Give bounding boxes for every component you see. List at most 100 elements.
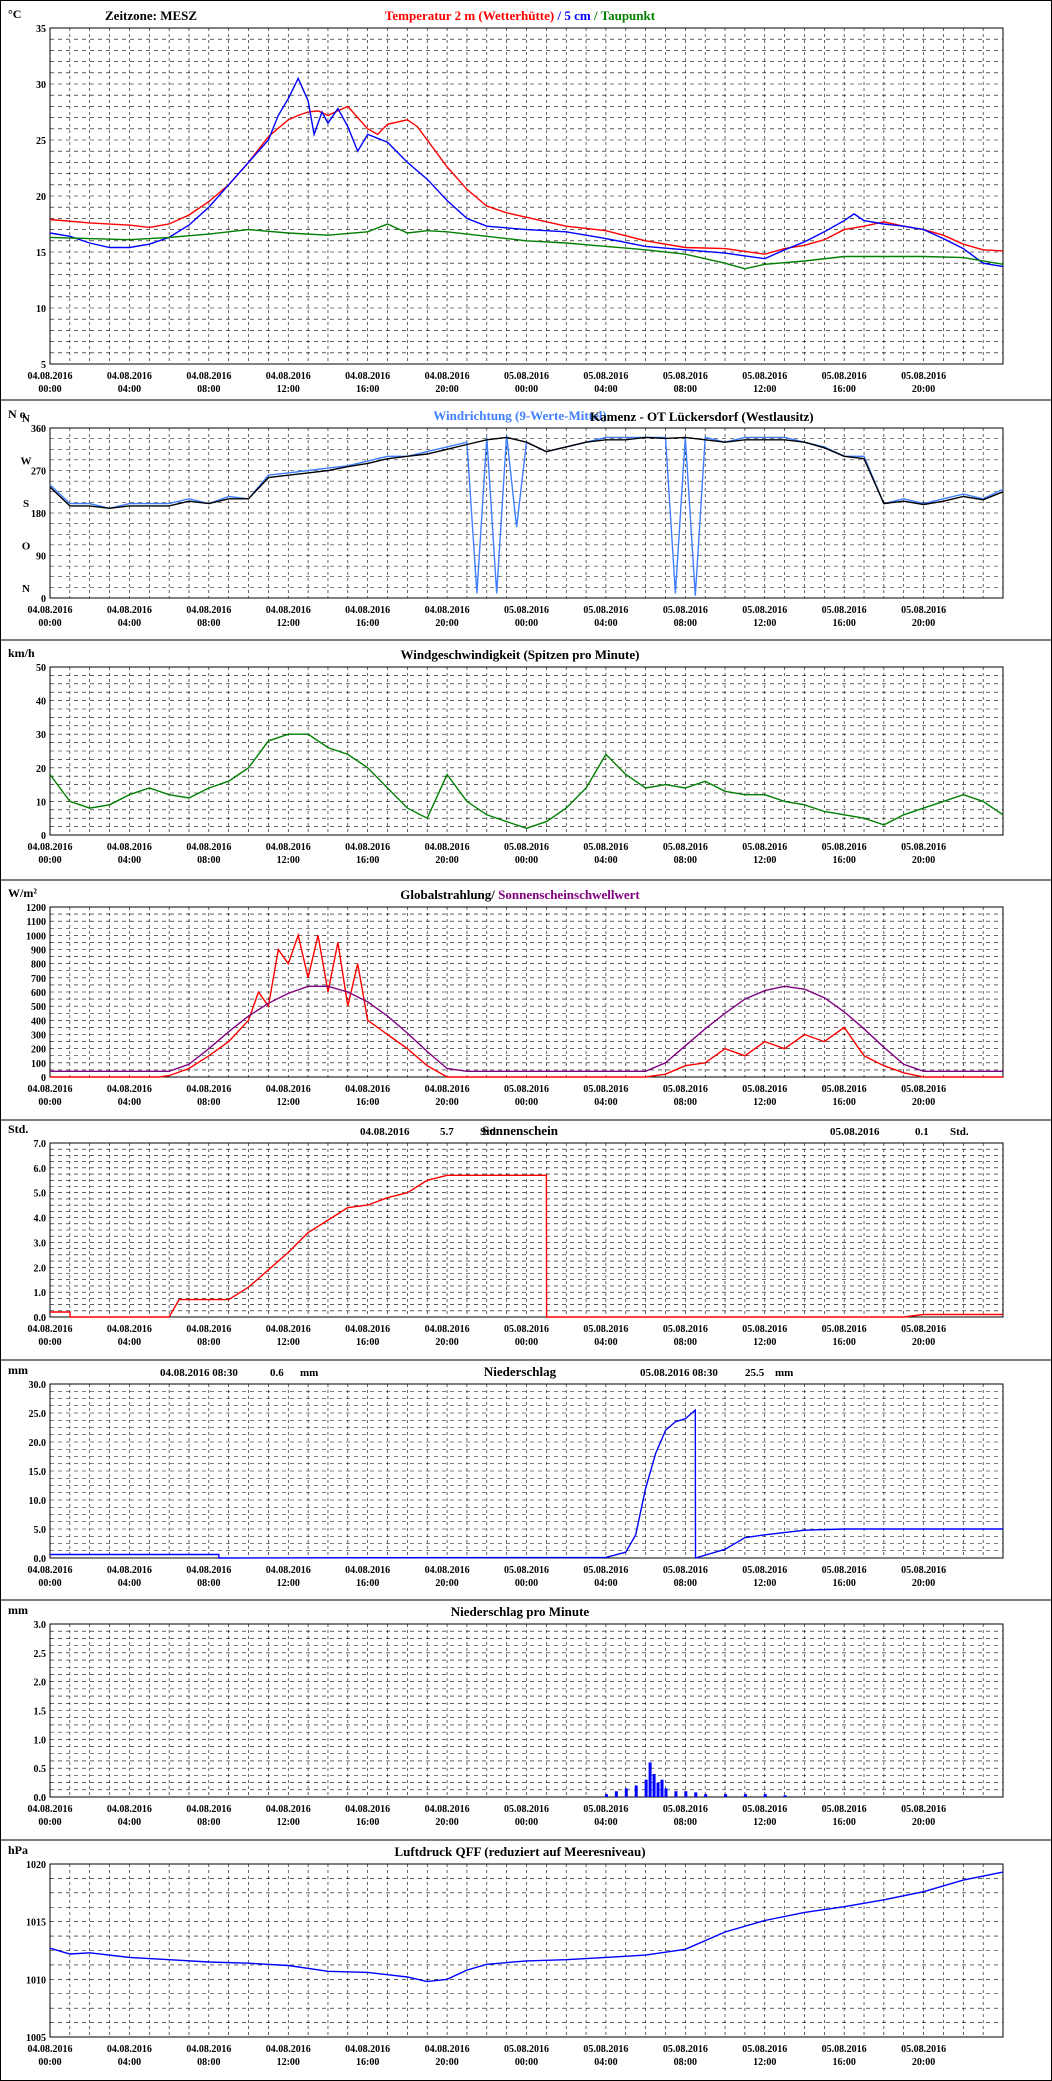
x-tick-time: 04:00 bbox=[118, 618, 141, 629]
x-tick-date: 04.08.2016 bbox=[28, 1804, 73, 1815]
x-tick-date: 04.08.2016 bbox=[28, 605, 73, 616]
x-tick-time: 08:00 bbox=[197, 1578, 220, 1589]
x-tick-time: 00:00 bbox=[38, 1337, 61, 1348]
x-tick-date: 04.08.2016 bbox=[345, 371, 390, 382]
chart-title-part: / bbox=[490, 887, 498, 902]
x-tick-date: 04.08.2016 bbox=[107, 842, 152, 853]
x-tick-date: 05.08.2016 bbox=[822, 842, 867, 853]
x-tick-time: 04:00 bbox=[594, 1337, 617, 1348]
bar bbox=[624, 1788, 628, 1797]
bar bbox=[652, 1773, 656, 1797]
y-tick-label: 4.0 bbox=[34, 1214, 47, 1225]
x-tick-date: 04.08.2016 bbox=[425, 371, 470, 382]
x-tick-time: 16:00 bbox=[832, 1578, 855, 1589]
chart-panel-1: 5 10 15 20 25 30 35 °C 04.08.2016 00:00 04.08.2016… bbox=[8, 7, 1004, 395]
chart-title: Niederschlag pro Minute bbox=[451, 1604, 590, 1619]
x-tick-time: 20:00 bbox=[912, 855, 935, 866]
x-tick-time: 16:00 bbox=[832, 1337, 855, 1348]
x-tick-date: 04.08.2016 bbox=[345, 842, 390, 853]
x-tick-date: 05.08.2016 bbox=[901, 1565, 946, 1576]
x-tick-time: 20:00 bbox=[435, 1578, 458, 1589]
x-tick-date: 04.08.2016 bbox=[28, 2044, 73, 2055]
x-tick-time: 16:00 bbox=[356, 618, 379, 629]
x-tick-time: 16:00 bbox=[832, 618, 855, 629]
x-tick-time: 00:00 bbox=[515, 1097, 538, 1108]
x-tick-date: 05.08.2016 bbox=[901, 605, 946, 616]
x-tick-time: 16:00 bbox=[356, 1578, 379, 1589]
y-tick-label: 40 bbox=[36, 697, 46, 708]
chart-title-part: Windgeschwindigkeit (Spitzen pro Minute) bbox=[401, 647, 640, 662]
x-tick-time: 16:00 bbox=[356, 855, 379, 866]
x-tick-date: 05.08.2016 bbox=[742, 1324, 787, 1335]
compass-label: O bbox=[22, 541, 31, 553]
x-tick-date: 05.08.2016 bbox=[901, 1804, 946, 1815]
x-tick-time: 08:00 bbox=[197, 855, 220, 866]
y-tick-label: 50 bbox=[36, 663, 46, 674]
y-tick-label: 1.5 bbox=[34, 1707, 47, 1718]
x-tick-date: 04.08.2016 bbox=[345, 2044, 390, 2055]
x-tick-time: 04:00 bbox=[594, 384, 617, 395]
x-tick-date: 05.08.2016 bbox=[663, 1804, 708, 1815]
y-unit-label: Std. bbox=[8, 1122, 28, 1136]
bar bbox=[664, 1788, 668, 1797]
y-tick-label: 1.0 bbox=[34, 1288, 47, 1299]
x-tick-date: 05.08.2016 bbox=[822, 1565, 867, 1576]
x-tick-time: 04:00 bbox=[594, 1817, 617, 1828]
x-tick-time: 12:00 bbox=[753, 618, 776, 629]
chart-title-part: Globalstrahlung bbox=[400, 887, 492, 902]
annotation-unit: Std. bbox=[950, 1126, 969, 1138]
x-tick-time: 00:00 bbox=[38, 1578, 61, 1589]
plot-frame bbox=[49, 1863, 1004, 2038]
bar bbox=[660, 1779, 664, 1797]
x-tick-date: 04.08.2016 bbox=[266, 842, 311, 853]
x-tick-time: 20:00 bbox=[435, 1817, 458, 1828]
y-tick-label: 600 bbox=[31, 988, 46, 999]
compass-label: N bbox=[22, 413, 30, 425]
x-tick-time: 00:00 bbox=[515, 384, 538, 395]
x-tick-time: 20:00 bbox=[435, 2057, 458, 2068]
x-tick-date: 04.08.2016 bbox=[107, 1084, 152, 1095]
x-tick-time: 16:00 bbox=[832, 855, 855, 866]
x-tick-date: 04.08.2016 bbox=[186, 371, 231, 382]
x-tick-time: 04:00 bbox=[118, 2057, 141, 2068]
x-tick-date: 04.08.2016 bbox=[28, 371, 73, 382]
x-tick-time: 20:00 bbox=[912, 384, 935, 395]
x-tick-time: 04:00 bbox=[594, 1578, 617, 1589]
x-tick-date: 04.08.2016 bbox=[28, 1324, 73, 1335]
x-tick-time: 04:00 bbox=[118, 384, 141, 395]
x-tick-time: 00:00 bbox=[38, 1097, 61, 1108]
x-tick-date: 04.08.2016 bbox=[266, 371, 311, 382]
chart-title-part: Niederschlag bbox=[484, 1364, 557, 1379]
plot-frame bbox=[49, 27, 1004, 365]
y-tick-label: 700 bbox=[31, 974, 46, 985]
chart-title: Luftdruck QFF (reduziert auf Meeresnivea… bbox=[394, 1844, 645, 1859]
x-tick-date: 05.08.2016 bbox=[901, 1324, 946, 1335]
y-tick-label: 5.0 bbox=[34, 1189, 47, 1200]
annotation-date: 05.08.2016 bbox=[830, 1126, 880, 1138]
x-tick-date: 04.08.2016 bbox=[345, 1804, 390, 1815]
y-tick-label: 5.0 bbox=[34, 1525, 47, 1536]
y-tick-label: 5 bbox=[41, 360, 46, 371]
x-tick-time: 00:00 bbox=[38, 855, 61, 866]
series-line bbox=[49, 1871, 1004, 1983]
x-tick-time: 12:00 bbox=[277, 618, 300, 629]
x-tick-time: 16:00 bbox=[832, 1097, 855, 1108]
x-tick-time: 04:00 bbox=[594, 1097, 617, 1108]
bar bbox=[763, 1794, 767, 1797]
series-line bbox=[49, 733, 1004, 830]
x-tick-date: 04.08.2016 bbox=[186, 1565, 231, 1576]
y-tick-label: 0.0 bbox=[34, 1554, 47, 1565]
y-tick-label: 20.0 bbox=[29, 1438, 47, 1449]
x-tick-date: 04.08.2016 bbox=[107, 1804, 152, 1815]
x-tick-date: 05.08.2016 bbox=[504, 371, 549, 382]
x-tick-date: 05.08.2016 bbox=[742, 605, 787, 616]
x-tick-time: 12:00 bbox=[277, 855, 300, 866]
y-unit-label: °C bbox=[8, 7, 21, 21]
x-tick-date: 04.08.2016 bbox=[425, 1084, 470, 1095]
x-tick-date: 05.08.2016 bbox=[663, 1084, 708, 1095]
x-tick-time: 12:00 bbox=[753, 1578, 776, 1589]
x-tick-time: 00:00 bbox=[38, 618, 61, 629]
x-tick-time: 00:00 bbox=[38, 2057, 61, 2068]
